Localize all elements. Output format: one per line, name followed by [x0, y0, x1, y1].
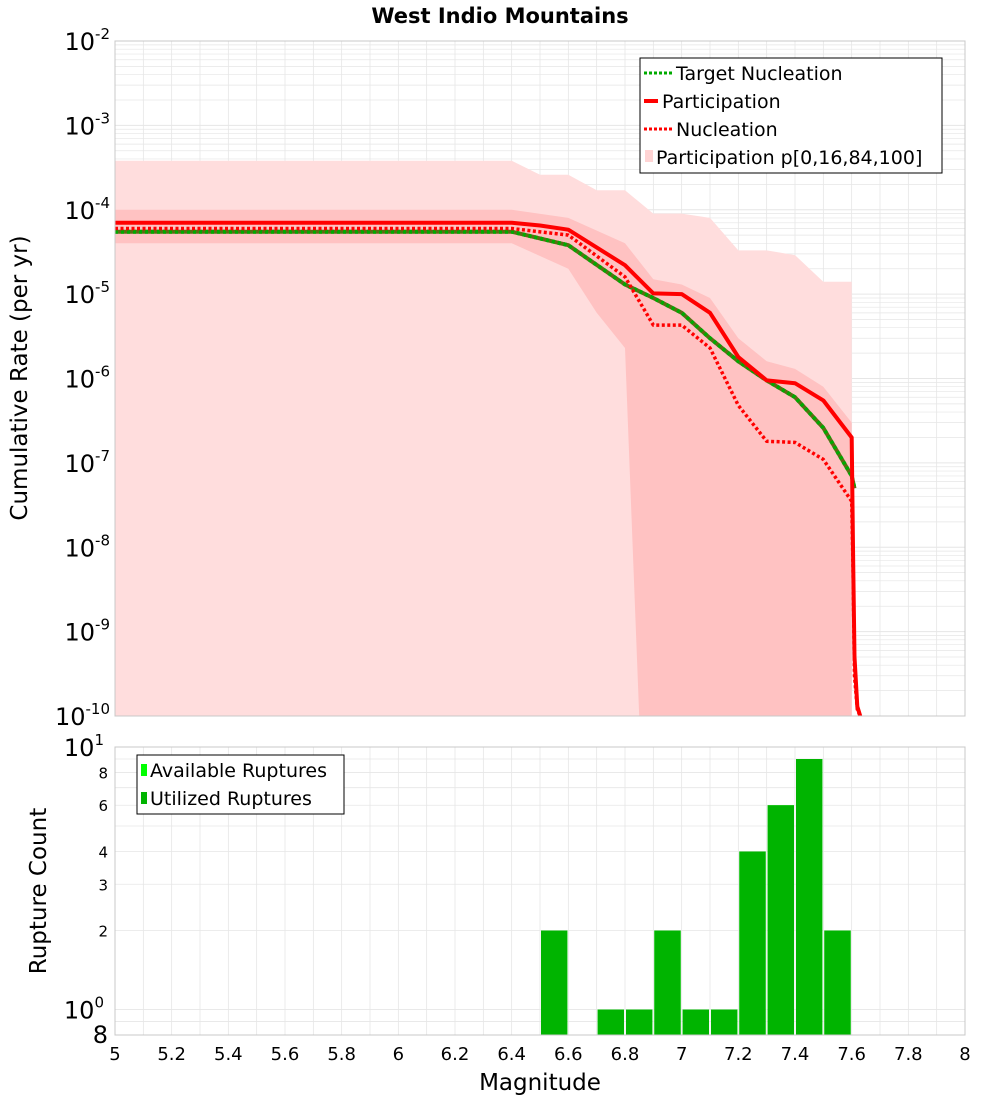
utilized-ruptures-bar: [739, 851, 766, 1035]
x-tick-label: 5: [109, 1044, 120, 1065]
utilized-ruptures-bar: [654, 930, 681, 1035]
top-y-tick-label: 10-8: [64, 531, 110, 562]
x-tick-label: 6.4: [497, 1044, 526, 1065]
x-tick-label: 6: [393, 1044, 404, 1065]
chart-title: West Indio Mountains: [371, 4, 628, 28]
x-tick-label: 6.8: [611, 1044, 640, 1065]
legend-label-participation-fan: Participation p[0,16,84,100]: [656, 147, 922, 169]
bottom-plot-frame: [114, 746, 966, 1036]
x-tick-label: 5.4: [214, 1044, 243, 1065]
x-tick-label: 7.6: [837, 1044, 866, 1065]
utilized-ruptures-bar: [796, 759, 823, 1035]
utilized-ruptures-bar: [824, 930, 851, 1035]
participation-fractile-fan: [115, 160, 852, 717]
top-y-tick-label: 10-2: [64, 25, 110, 56]
target-nucleation-line: [115, 229, 857, 489]
legend-label-available-ruptures: Available Ruptures: [150, 760, 327, 782]
top-y-tick-labels: 10-2 10-3 10-4 10-5 10-6 10-7 10-8 10-9 10-10: [55, 25, 110, 731]
x-tick-label: 7.2: [724, 1044, 753, 1065]
bottom-legend: Available Ruptures Utilized Ruptures: [136, 754, 345, 815]
x-tick-label: 6.6: [554, 1044, 583, 1065]
legend-label-nucleation: Nucleation: [676, 119, 778, 141]
top-y-tick-label: 10-3: [64, 109, 110, 140]
bottom-y-tick-label: 8: [98, 764, 108, 782]
bottom-y-tick-label: 8: [93, 1021, 108, 1049]
x-tick-label: 5.6: [271, 1044, 300, 1065]
bottom-y-tick-label: 101: [64, 731, 104, 762]
top-y-tick-label: 10-7: [64, 447, 110, 478]
utilized-ruptures-bar: [682, 1009, 709, 1035]
top-plot-frame: [114, 40, 966, 717]
participation-line: [115, 220, 863, 717]
legend-swatch-available-ruptures: [141, 764, 147, 776]
utilized-ruptures-bar: [597, 1009, 624, 1035]
utilized-ruptures-bar: [711, 1009, 738, 1035]
x-tick-label: 5.2: [157, 1044, 186, 1065]
bottom-y-tick-label: 2: [98, 923, 108, 941]
top-y-tick-label: 10-9: [64, 616, 110, 647]
x-axis-label: Magnitude: [479, 1070, 601, 1096]
bottom-legend-box: [136, 754, 345, 815]
legend-label-utilized-ruptures: Utilized Ruptures: [150, 788, 312, 810]
rate-lines: [115, 220, 863, 717]
top-y-tick-label: 10-6: [64, 363, 110, 394]
bottom-y-tick-label: 100: [64, 994, 104, 1025]
top-y-tick-label: 10-10: [55, 700, 110, 731]
x-tick-label: 7.4: [781, 1044, 810, 1065]
top-legend: Target Nucleation Participation Nucleati…: [639, 57, 943, 174]
legend-label-target-nucleation: Target Nucleation: [675, 63, 843, 85]
top-legend-box: [639, 57, 943, 174]
x-tick-label: 7: [676, 1044, 687, 1065]
legend-swatch-participation-fan: [645, 150, 653, 162]
legend-label-participation: Participation: [662, 91, 781, 113]
legend-swatch-utilized-ruptures: [141, 792, 147, 804]
bottom-y-tick-label: 3: [98, 876, 108, 894]
utilized-ruptures-bar: [626, 1009, 653, 1035]
utilized-ruptures-bar: [541, 930, 568, 1035]
bottom-y-axis-label: Rupture Count: [26, 808, 52, 974]
top-y-tick-label: 10-4: [64, 194, 110, 225]
nucleation-line: [115, 226, 862, 717]
x-tick-label: 6.2: [441, 1044, 470, 1065]
x-tick-label: 5.8: [327, 1044, 356, 1065]
top-y-tick-label: 10-5: [64, 278, 110, 309]
bottom-y-tick-label: 4: [98, 843, 108, 861]
bottom-y-tick-label: 6: [98, 797, 108, 815]
top-y-axis-label: Cumulative Rate (per yr): [7, 235, 33, 520]
x-tick-labels: 5 5.2 5.4 5.6 5.8 6 6.2 6.4 6.6 6.8 7 7.2 7.4 7.6 7.8 8: [109, 1044, 970, 1065]
x-tick-label: 7.8: [894, 1044, 923, 1065]
fan-band-p16-p84: [115, 209, 852, 717]
x-tick-label: 8: [959, 1044, 970, 1065]
cumulative-rate-plot: 10-2 10-3 10-4 10-5 10-6 10-7 10-8 10-9 10-10 Cu…: [7, 25, 966, 731]
rupture-count-bars: [541, 759, 851, 1035]
utilized-ruptures-bar: [767, 805, 794, 1035]
